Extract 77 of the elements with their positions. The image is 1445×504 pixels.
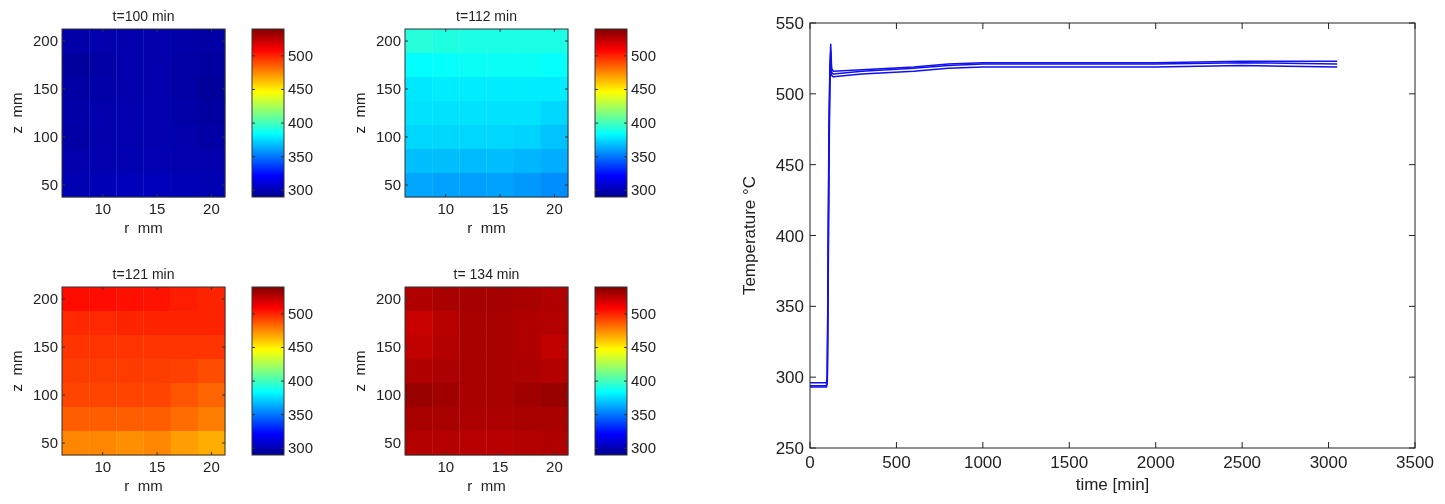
color-bar-label: 500 [288, 46, 314, 64]
x-axis-title: r mm [124, 477, 163, 494]
color-bar-label: 450 [288, 80, 314, 98]
x-tick-label: 15 [491, 458, 509, 475]
x-tick-label: 2000 [1136, 453, 1175, 472]
x-tick-label: 10 [94, 458, 112, 475]
x-tick-label: 3000 [1309, 453, 1348, 472]
y-tick-label: 150 [375, 80, 401, 97]
y-axis-title: z mm [8, 350, 25, 392]
x-tick-label: 15 [148, 458, 166, 475]
y-tick-label: 150 [32, 338, 58, 355]
x-tick-label: 2500 [1223, 453, 1262, 472]
y-tick-label: 100 [32, 386, 58, 403]
chart-title: t=121 min [112, 266, 175, 282]
y-tick-label: 200 [32, 32, 58, 49]
y-tick-label: 200 [375, 32, 401, 49]
y-tick-label: 100 [375, 128, 401, 145]
color-bar-label: 300 [288, 439, 314, 457]
x-tick-label: 10 [437, 200, 455, 217]
color-bar-label: 450 [631, 338, 657, 356]
y-tick-label: 200 [375, 290, 401, 307]
color-bar-label: 500 [631, 46, 657, 64]
y-tick-label: 50 [41, 434, 58, 451]
y-tick-label: 400 [775, 226, 804, 246]
x-tick-label: 20 [546, 200, 563, 217]
y-tick-label: 150 [32, 80, 58, 97]
y-tick-label: 50 [384, 176, 401, 193]
y-axis-title: z mm [351, 92, 368, 134]
color-bar-label: 350 [631, 405, 657, 423]
y-tick-label: 350 [775, 297, 804, 317]
x-tick-label: 10 [437, 458, 455, 475]
y-tick-label: 450 [775, 155, 804, 175]
chart-title: t=100 min [112, 8, 175, 24]
y-axis-title: z mm [8, 92, 25, 134]
y-tick-label: 50 [41, 176, 58, 193]
y-axis-title: Temperature °C [740, 175, 759, 296]
y-axis-title: z mm [351, 350, 368, 392]
x-axis-title: r mm [467, 477, 506, 494]
color-bar-label: 300 [631, 181, 657, 199]
chart-title: t=112 min [456, 8, 517, 24]
color-bar-label: 350 [288, 147, 314, 165]
color-bar-label: 400 [288, 372, 314, 390]
color-bar-label: 350 [288, 405, 314, 423]
color-bar-label: 300 [288, 181, 314, 199]
x-tick-label: 500 [882, 453, 911, 472]
x-tick-label: 1500 [1050, 453, 1089, 472]
y-tick-label: 550 [775, 14, 804, 33]
x-axis-title: r mm [467, 219, 506, 236]
x-tick-label: 0 [805, 453, 815, 472]
y-tick-label: 250 [775, 439, 804, 458]
y-tick-label: 100 [32, 128, 58, 145]
y-tick-label: 300 [775, 368, 804, 388]
chart-title: t= 134 min [453, 266, 520, 282]
color-bar-label: 400 [288, 114, 314, 132]
x-tick-label: 20 [203, 458, 220, 475]
color-bar-label: 450 [288, 338, 314, 356]
color-bar-label: 500 [288, 304, 314, 322]
x-tick-label: 15 [491, 200, 509, 217]
y-tick-label: 100 [375, 386, 401, 403]
color-bar-label: 400 [631, 114, 657, 132]
color-bar-label: 350 [631, 147, 657, 165]
x-tick-label: 10 [94, 200, 112, 217]
x-tick-label: 15 [148, 200, 166, 217]
x-tick-label: 20 [546, 458, 563, 475]
y-tick-label: 150 [375, 338, 401, 355]
x-tick-label: 1000 [963, 453, 1002, 472]
color-bar-label: 450 [631, 80, 657, 98]
y-tick-label: 50 [384, 434, 401, 451]
y-tick-label: 200 [32, 290, 58, 307]
x-tick-label: 3500 [1396, 453, 1434, 472]
y-tick-label: 500 [775, 84, 804, 104]
x-tick-label: 20 [203, 200, 220, 217]
color-bar-label: 400 [631, 372, 657, 390]
color-bar-label: 300 [631, 439, 657, 457]
x-axis-title: r mm [124, 219, 163, 236]
color-bar-label: 500 [631, 304, 657, 322]
x-axis-title: time [min] [1075, 475, 1150, 494]
